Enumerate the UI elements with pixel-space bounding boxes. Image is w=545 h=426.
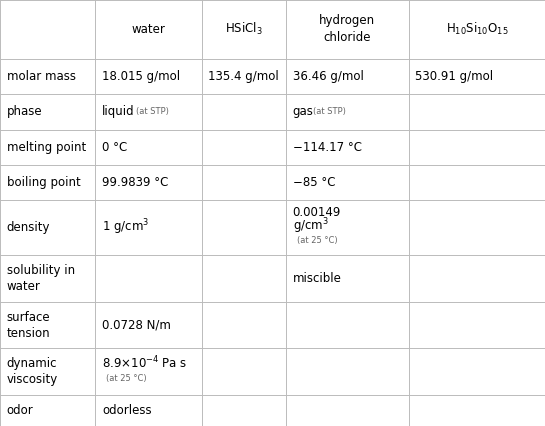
Text: miscible: miscible [293, 272, 342, 285]
Text: water: water [131, 23, 166, 36]
Text: molar mass: molar mass [7, 70, 76, 83]
Text: surface
tension: surface tension [7, 311, 50, 340]
Text: 18.015 g/mol: 18.015 g/mol [102, 70, 180, 83]
Text: 0.0728 N/m: 0.0728 N/m [102, 319, 171, 331]
Text: 36.46 g/mol: 36.46 g/mol [293, 70, 364, 83]
Text: (at STP): (at STP) [136, 107, 168, 116]
Text: g/cm$^3$: g/cm$^3$ [293, 216, 329, 236]
Text: density: density [7, 221, 50, 234]
Text: 530.91 g/mol: 530.91 g/mol [415, 70, 493, 83]
Text: 0.00149: 0.00149 [293, 206, 341, 219]
Text: −114.17 °C: −114.17 °C [293, 141, 362, 154]
Text: (at 25 °C): (at 25 °C) [106, 374, 147, 383]
Text: (at 25 °C): (at 25 °C) [297, 236, 338, 245]
Text: odorless: odorless [102, 404, 152, 417]
Text: −85 °C: −85 °C [293, 176, 335, 189]
Text: melting point: melting point [7, 141, 86, 154]
Text: boiling point: boiling point [7, 176, 80, 189]
Text: odor: odor [7, 404, 33, 417]
Text: 1 g/cm$^3$: 1 g/cm$^3$ [102, 218, 149, 237]
Text: 0 °C: 0 °C [102, 141, 127, 154]
Text: 8.9$\times$10$^{-4}$ Pa s: 8.9$\times$10$^{-4}$ Pa s [102, 354, 187, 371]
Text: dynamic
viscosity: dynamic viscosity [7, 357, 58, 386]
Text: liquid: liquid [102, 105, 135, 118]
Text: hydrogen
chloride: hydrogen chloride [319, 14, 376, 44]
Text: phase: phase [7, 105, 42, 118]
Text: HSiCl$_3$: HSiCl$_3$ [225, 21, 263, 37]
Text: solubility in
water: solubility in water [7, 264, 75, 293]
Text: H$_{10}$Si$_{10}$O$_{15}$: H$_{10}$Si$_{10}$O$_{15}$ [446, 21, 508, 37]
Text: gas: gas [293, 105, 313, 118]
Text: (at STP): (at STP) [313, 107, 346, 116]
Text: 135.4 g/mol: 135.4 g/mol [208, 70, 279, 83]
Text: 99.9839 °C: 99.9839 °C [102, 176, 168, 189]
